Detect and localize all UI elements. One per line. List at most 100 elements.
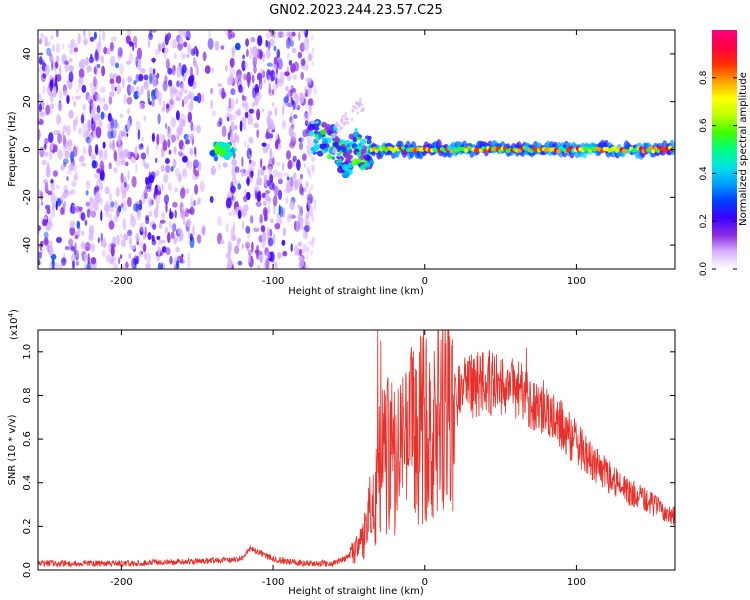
heatmap-cell [100,210,103,222]
heatmap-cell [230,181,234,186]
heatmap-cell [161,183,164,192]
heatmap-cell [69,206,76,215]
heatmap-cell [148,32,154,41]
heatmap-cell [189,66,193,78]
heatmap-cell [186,53,190,59]
heatmap-cell [312,236,316,243]
heatmap-cell [305,46,309,53]
heatmap-cell [363,154,371,161]
heatmap-cell [176,260,179,269]
heatmap-cell [346,117,349,121]
heatmap-cell [69,47,74,55]
heatmap-cell [59,65,62,76]
heatmap-cell [187,111,192,123]
heatmap-cell [138,143,144,150]
heatmap-cell [130,213,134,223]
heatmap-cell [181,67,185,77]
heatmap-cell [270,124,276,131]
heatmap-cell [223,153,231,161]
heatmap-cell [290,243,294,253]
heatmap-cell [89,135,93,141]
heatmap-cell [148,67,154,75]
heatmap-cell [73,100,77,107]
heatmap-cell [171,101,176,109]
heatmap-cell [83,257,87,263]
heatmap-cell [304,30,309,38]
heatmap-cell [62,158,69,165]
heatmap-cell [39,146,45,158]
heatmap-cell [307,90,311,97]
heatmap-cell [56,197,62,207]
heatmap-cell [156,235,161,241]
heatmap-cell [139,102,145,110]
heatmap-cell [265,39,269,48]
heatmap-cell [120,159,126,166]
heatmap-cell [46,208,51,215]
heatmap-cell [102,141,106,149]
heatmap-cell [242,221,245,230]
heatmap-cell [251,74,255,84]
heatmap-cell [87,139,91,146]
heatmap-cell [135,43,137,49]
heatmap-cell [231,195,234,200]
heatmap-cell [291,31,296,37]
heatmap-cell [347,149,353,154]
heatmap-cell [127,30,132,37]
heatmap-cell [290,111,293,121]
heatmap-cell [104,241,108,247]
heatmap-cell [517,148,522,153]
heatmap-cell [157,113,161,125]
heatmap-cell [109,41,114,52]
heatmap-cell [229,152,234,157]
heatmap-cell [168,149,172,155]
heatmap-cell [186,30,192,39]
heatmap-cell [155,144,159,150]
heatmap-cell [159,219,166,224]
heatmap-cell [340,120,344,124]
heatmap-cell [291,47,297,54]
heatmap-cell [51,44,55,52]
heatmap-cell [167,232,171,244]
heatmap-cell [263,200,267,207]
heatmap-cell [147,97,151,105]
heatmap-cell [308,240,314,246]
heatmap-cell [152,223,157,230]
heatmap-cell [308,130,315,137]
heatmap-cell [50,192,56,203]
heatmap-cell [266,48,271,60]
heatmap-cell [126,149,130,159]
heatmap-cell [308,205,313,217]
heatmap-cell [68,109,74,119]
heatmap-cell [82,131,87,139]
heatmap-cell [208,30,211,40]
heatmap-cell [66,125,71,136]
heatmap-cell [313,85,317,92]
heatmap-cell [161,212,166,220]
heatmap-cell [309,55,313,62]
heatmap-cell [447,145,452,151]
heatmap-cell [165,103,170,114]
heatmap-cell [297,216,304,226]
heatmap-cell [173,64,176,72]
heatmap-cell [140,85,144,95]
heatmap-cell [193,56,196,67]
heatmap-cell [180,112,186,125]
heatmap-cell [57,149,63,160]
snr-scale-prefix: (x10 [9,317,20,340]
heatmap-cell [195,64,199,77]
heatmap-cell [38,261,41,266]
heatmap-cell [347,162,354,169]
heatmap-cell [161,246,167,253]
heatmap-cell [159,133,163,145]
heatmap-cell [244,111,249,119]
heatmap-cell [78,68,85,79]
heatmap-cell [294,220,300,232]
heatmap-cell [101,65,106,77]
heatmap-cell [311,241,315,248]
y-tick-label: 20 [22,95,33,108]
heatmap-cell [103,96,106,103]
heatmap-cell [254,249,259,254]
heatmap-cell [312,164,316,171]
heatmap-cell [176,80,180,88]
